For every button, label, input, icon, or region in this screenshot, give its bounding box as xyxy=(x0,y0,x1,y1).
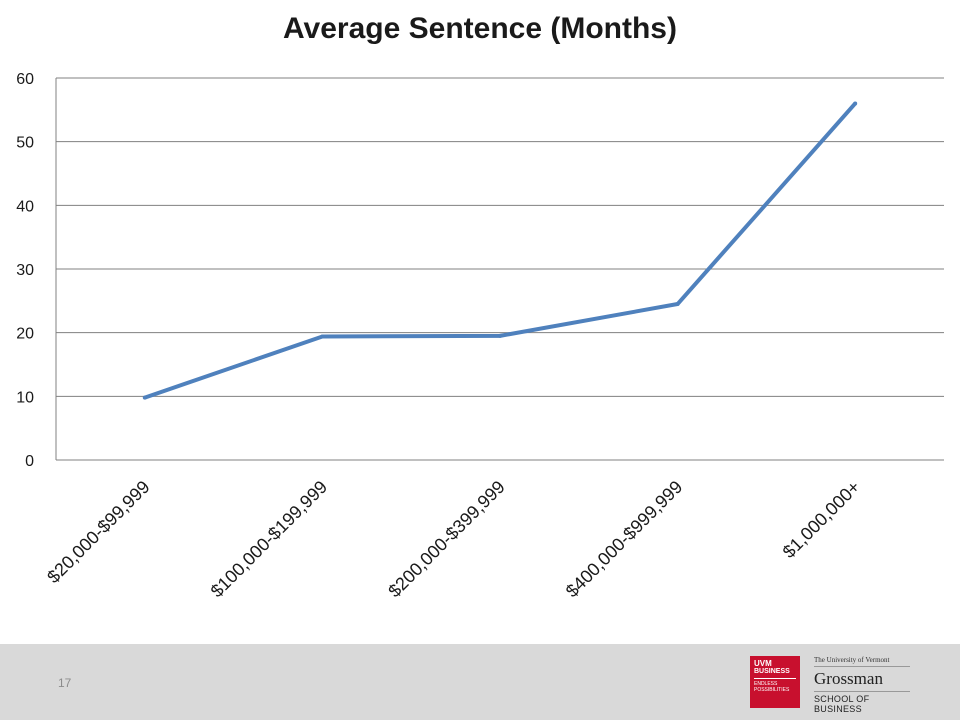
data-point xyxy=(853,101,858,106)
data-point xyxy=(498,333,502,338)
chart-title: Average Sentence (Months) xyxy=(283,12,677,45)
school-logo-text: SCHOOL OF BUSINESS xyxy=(814,694,870,714)
tagline-logo-text: ENDLESS POSSIBILITIES xyxy=(754,681,790,693)
x-tick-label: $20,000-$99,999 xyxy=(43,477,153,587)
y-tick-label: 40 xyxy=(16,198,34,215)
x-tick-label: $1,000,000+ xyxy=(779,477,864,562)
logo-divider xyxy=(754,678,796,679)
uvm-logo-text: UVM xyxy=(754,659,772,668)
page-number: 17 xyxy=(58,676,72,690)
x-tick-label: $200,000-$399,999 xyxy=(384,477,509,602)
university-logo-text: The University of Vermont xyxy=(814,656,890,664)
line-chart: 0 10 20 30 40 50 60 $20,000-$99,999 $100,000-$19… xyxy=(16,71,944,602)
grossman-school-logo: The University of Vermont Grossman SCHOO… xyxy=(814,656,910,714)
data-point xyxy=(675,302,680,307)
y-tick-label: 30 xyxy=(16,262,34,279)
logo-rule-top xyxy=(814,666,910,667)
uvm-business-logo: UVM BUSINESS ENDLESS POSSIBILITIES xyxy=(750,656,800,708)
x-tick-label: $400,000-$999,999 xyxy=(562,477,687,602)
y-tick-label: 0 xyxy=(25,453,34,470)
slide-footer: 17 UVM BUSINESS ENDLESS POSSIBILITIES Th… xyxy=(0,644,960,720)
y-tick-label: 10 xyxy=(16,389,34,406)
business-logo-text: BUSINESS xyxy=(754,668,790,675)
grossman-logo-text: Grossman xyxy=(814,669,883,688)
series-line xyxy=(144,102,857,400)
data-point xyxy=(142,395,147,400)
x-tick-label: $100,000-$199,999 xyxy=(207,477,332,602)
y-tick-label: 50 xyxy=(16,135,34,152)
data-point xyxy=(320,334,325,339)
y-tick-label: 20 xyxy=(16,326,34,343)
logo-rule-bottom xyxy=(814,691,910,692)
y-tick-label: 60 xyxy=(16,71,34,88)
